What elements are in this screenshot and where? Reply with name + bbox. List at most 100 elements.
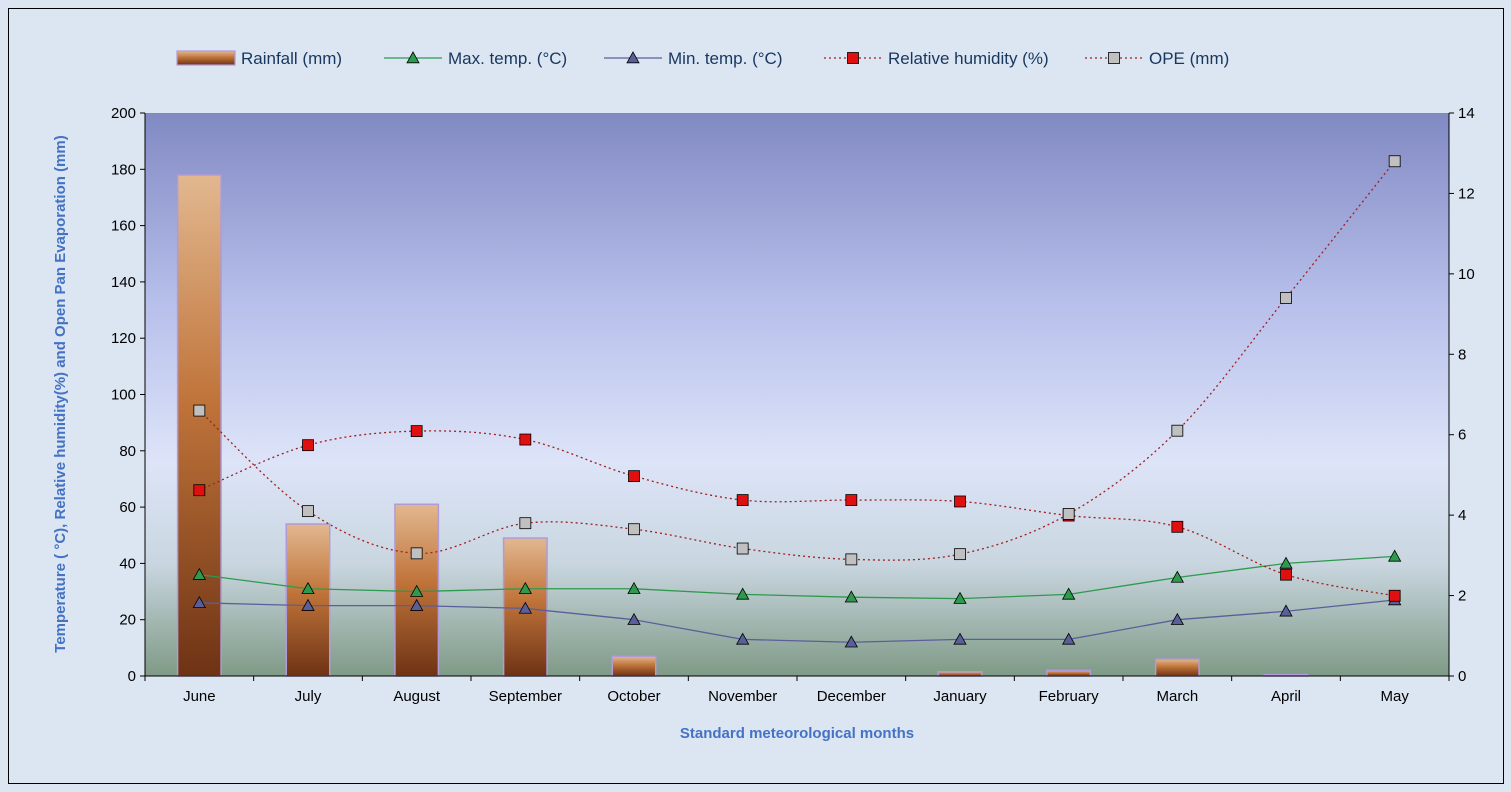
series-point (193, 404, 206, 417)
series-point (844, 635, 859, 648)
series-point (735, 632, 750, 645)
legend-item: Max. temp. (°C) (384, 49, 567, 68)
series-2 (192, 593, 1402, 648)
rainfall-bar (1154, 658, 1200, 677)
series-point (409, 584, 424, 597)
series-line (199, 430, 1395, 597)
legend-item: Relative humidity (%) (824, 49, 1049, 68)
series-point (518, 581, 533, 594)
x-tick-label: March (1156, 688, 1198, 705)
x-axis-title: Standard meteorological months (680, 725, 914, 742)
y2-tick-label: 6 (1458, 427, 1466, 444)
tick-labels: 0 20 40 60 80 100 120 140 160 180 200 0 2 4 6 8 10 12 14 Ju… (111, 105, 1475, 705)
series-point (1061, 587, 1076, 600)
series-point (302, 505, 314, 518)
rainfall-bar (611, 655, 657, 677)
series-point (736, 494, 749, 506)
y2-tick-label: 8 (1458, 346, 1466, 363)
series-point (627, 581, 641, 594)
series-point (519, 433, 532, 446)
y2-tick-label: 2 (1458, 588, 1466, 605)
series-point (844, 590, 859, 603)
series-point (1279, 556, 1293, 569)
y-tick-label: 20 (119, 612, 136, 629)
y2-tick-label: 14 (1458, 105, 1475, 122)
series-point (735, 587, 750, 600)
x-tick-label: January (933, 688, 987, 705)
series-3 (193, 425, 1401, 602)
x-tick-label: December (817, 688, 886, 705)
series-point (1062, 508, 1075, 520)
series-point (953, 632, 967, 645)
series-point (1170, 570, 1185, 583)
series-point (845, 553, 858, 566)
x-tick-label: November (708, 688, 777, 705)
series-point (954, 495, 966, 508)
series-point (1061, 632, 1076, 645)
x-tick-label: May (1380, 688, 1409, 705)
legend-label: Max. temp. (°C) (448, 49, 567, 68)
legend-item: Min. temp. (°C) (604, 49, 782, 68)
y-tick-label: 140 (111, 274, 136, 291)
y-tick-label: 180 (111, 161, 136, 178)
series-4 (193, 155, 1401, 566)
legend-item: Rainfall (mm) (176, 49, 342, 68)
series-point (954, 548, 966, 561)
legend-swatch (176, 50, 236, 66)
series-point (301, 581, 315, 594)
series-point (1171, 520, 1184, 533)
series-point (1171, 424, 1184, 437)
x-tick-label: February (1039, 688, 1100, 705)
y-tick-label: 120 (111, 330, 136, 347)
legend: Rainfall (mm) Max. temp. (°C) Min. temp. (… (176, 49, 1229, 68)
series-point (1279, 604, 1293, 617)
y-tick-label: 40 (119, 555, 136, 572)
series-point (736, 542, 749, 555)
series-point (953, 591, 967, 604)
series-line (199, 555, 1395, 600)
legend-marker (1108, 52, 1120, 64)
series-point (627, 612, 641, 625)
legend-label: Rainfall (mm) (241, 49, 342, 68)
y-tick-label: 100 (111, 387, 136, 404)
y-tick-label: 60 (119, 499, 136, 516)
y-axis-title: Temperature ( °C), Relative humidity(%) … (52, 135, 69, 652)
legend-item: OPE (mm) (1085, 49, 1229, 68)
chart-container: 0 20 40 60 80 100 120 140 160 180 200 0 2 4 6 8 10 12 14 Ju… (8, 8, 1504, 784)
legend-label: OPE (mm) (1149, 49, 1229, 68)
series-point (301, 598, 315, 611)
y2-tick-label: 0 (1458, 668, 1466, 685)
series-point (193, 484, 206, 497)
series-point (845, 494, 858, 506)
chart-svg: 0 20 40 60 80 100 120 140 160 180 200 0 2 4 6 8 10 12 14 Ju… (52, 49, 1475, 742)
series-point (1387, 549, 1402, 562)
x-tick-label: July (295, 688, 322, 705)
series-point (519, 517, 532, 530)
y-tick-label: 200 (111, 105, 136, 122)
y-tick-label: 0 (128, 668, 136, 685)
legend-label: Min. temp. (°C) (668, 49, 782, 68)
series-lines (192, 155, 1402, 648)
series-point (1170, 612, 1185, 625)
y-tick-label: 160 (111, 218, 136, 235)
legend-marker (847, 52, 859, 64)
x-tick-label: June (183, 688, 216, 705)
legend-marker (626, 51, 640, 64)
series-point (409, 598, 424, 611)
series-point (302, 439, 314, 452)
series-point (628, 470, 640, 483)
series-1 (192, 549, 1402, 604)
series-point (518, 601, 533, 614)
series-point (410, 425, 423, 437)
legend-marker (406, 51, 420, 64)
series-point (1280, 568, 1292, 581)
y2-tick-label: 10 (1458, 266, 1475, 283)
rainfall-bar (1046, 669, 1092, 677)
series-point (1388, 155, 1401, 168)
series-point (1280, 292, 1292, 304)
x-tick-label: September (489, 688, 562, 705)
series-point (628, 523, 640, 536)
plot-area-background (145, 113, 1449, 676)
y2-tick-label: 4 (1458, 507, 1466, 524)
series-point (1388, 589, 1401, 602)
